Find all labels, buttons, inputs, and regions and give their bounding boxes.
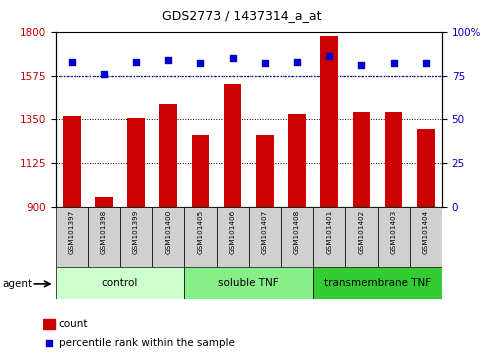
Text: GSM101408: GSM101408 — [294, 210, 300, 254]
Point — [293, 59, 301, 64]
Bar — [353, 112, 370, 207]
Text: GSM101407: GSM101407 — [262, 210, 268, 254]
Bar — [256, 135, 274, 207]
Point — [326, 53, 333, 59]
Text: percentile rank within the sample: percentile rank within the sample — [58, 338, 234, 348]
Text: GSM101399: GSM101399 — [133, 210, 139, 254]
FancyBboxPatch shape — [120, 207, 152, 267]
FancyBboxPatch shape — [410, 207, 442, 267]
Text: GSM101401: GSM101401 — [326, 210, 332, 254]
Text: GSM101405: GSM101405 — [198, 210, 203, 254]
Text: GSM101404: GSM101404 — [423, 210, 429, 254]
FancyBboxPatch shape — [281, 207, 313, 267]
Point — [422, 61, 430, 66]
Point — [164, 57, 172, 63]
FancyBboxPatch shape — [88, 207, 120, 267]
Text: transmembrane TNF: transmembrane TNF — [324, 278, 431, 288]
Text: GSM101402: GSM101402 — [358, 210, 365, 254]
Text: control: control — [102, 278, 138, 288]
Bar — [320, 36, 338, 207]
FancyBboxPatch shape — [185, 267, 313, 299]
Text: GSM101400: GSM101400 — [165, 210, 171, 254]
FancyBboxPatch shape — [313, 267, 442, 299]
Point — [197, 61, 204, 66]
Text: GSM101398: GSM101398 — [101, 210, 107, 254]
Bar — [288, 114, 306, 207]
Text: GSM101397: GSM101397 — [69, 210, 75, 254]
Bar — [127, 118, 145, 207]
FancyBboxPatch shape — [313, 207, 345, 267]
Bar — [43, 319, 55, 329]
FancyBboxPatch shape — [378, 207, 410, 267]
Text: soluble TNF: soluble TNF — [218, 278, 279, 288]
Bar — [417, 129, 435, 207]
Point — [45, 340, 53, 346]
Text: agent: agent — [2, 279, 32, 289]
FancyBboxPatch shape — [216, 207, 249, 267]
Text: GDS2773 / 1437314_a_at: GDS2773 / 1437314_a_at — [162, 9, 321, 22]
Point — [261, 61, 269, 66]
FancyBboxPatch shape — [152, 207, 185, 267]
FancyBboxPatch shape — [56, 267, 185, 299]
Point — [390, 61, 398, 66]
FancyBboxPatch shape — [345, 207, 378, 267]
Bar — [224, 85, 242, 207]
Text: GSM101406: GSM101406 — [229, 210, 236, 254]
FancyBboxPatch shape — [185, 207, 216, 267]
Bar — [63, 115, 81, 207]
FancyBboxPatch shape — [56, 207, 88, 267]
Point — [100, 71, 108, 77]
Bar — [192, 135, 209, 207]
Text: GSM101403: GSM101403 — [391, 210, 397, 254]
Point — [68, 59, 75, 64]
Bar — [95, 198, 113, 207]
Text: count: count — [58, 319, 88, 329]
Point — [229, 55, 237, 61]
Point — [357, 62, 365, 68]
Point — [132, 59, 140, 64]
FancyBboxPatch shape — [249, 207, 281, 267]
Bar — [385, 112, 402, 207]
Bar — [159, 104, 177, 207]
